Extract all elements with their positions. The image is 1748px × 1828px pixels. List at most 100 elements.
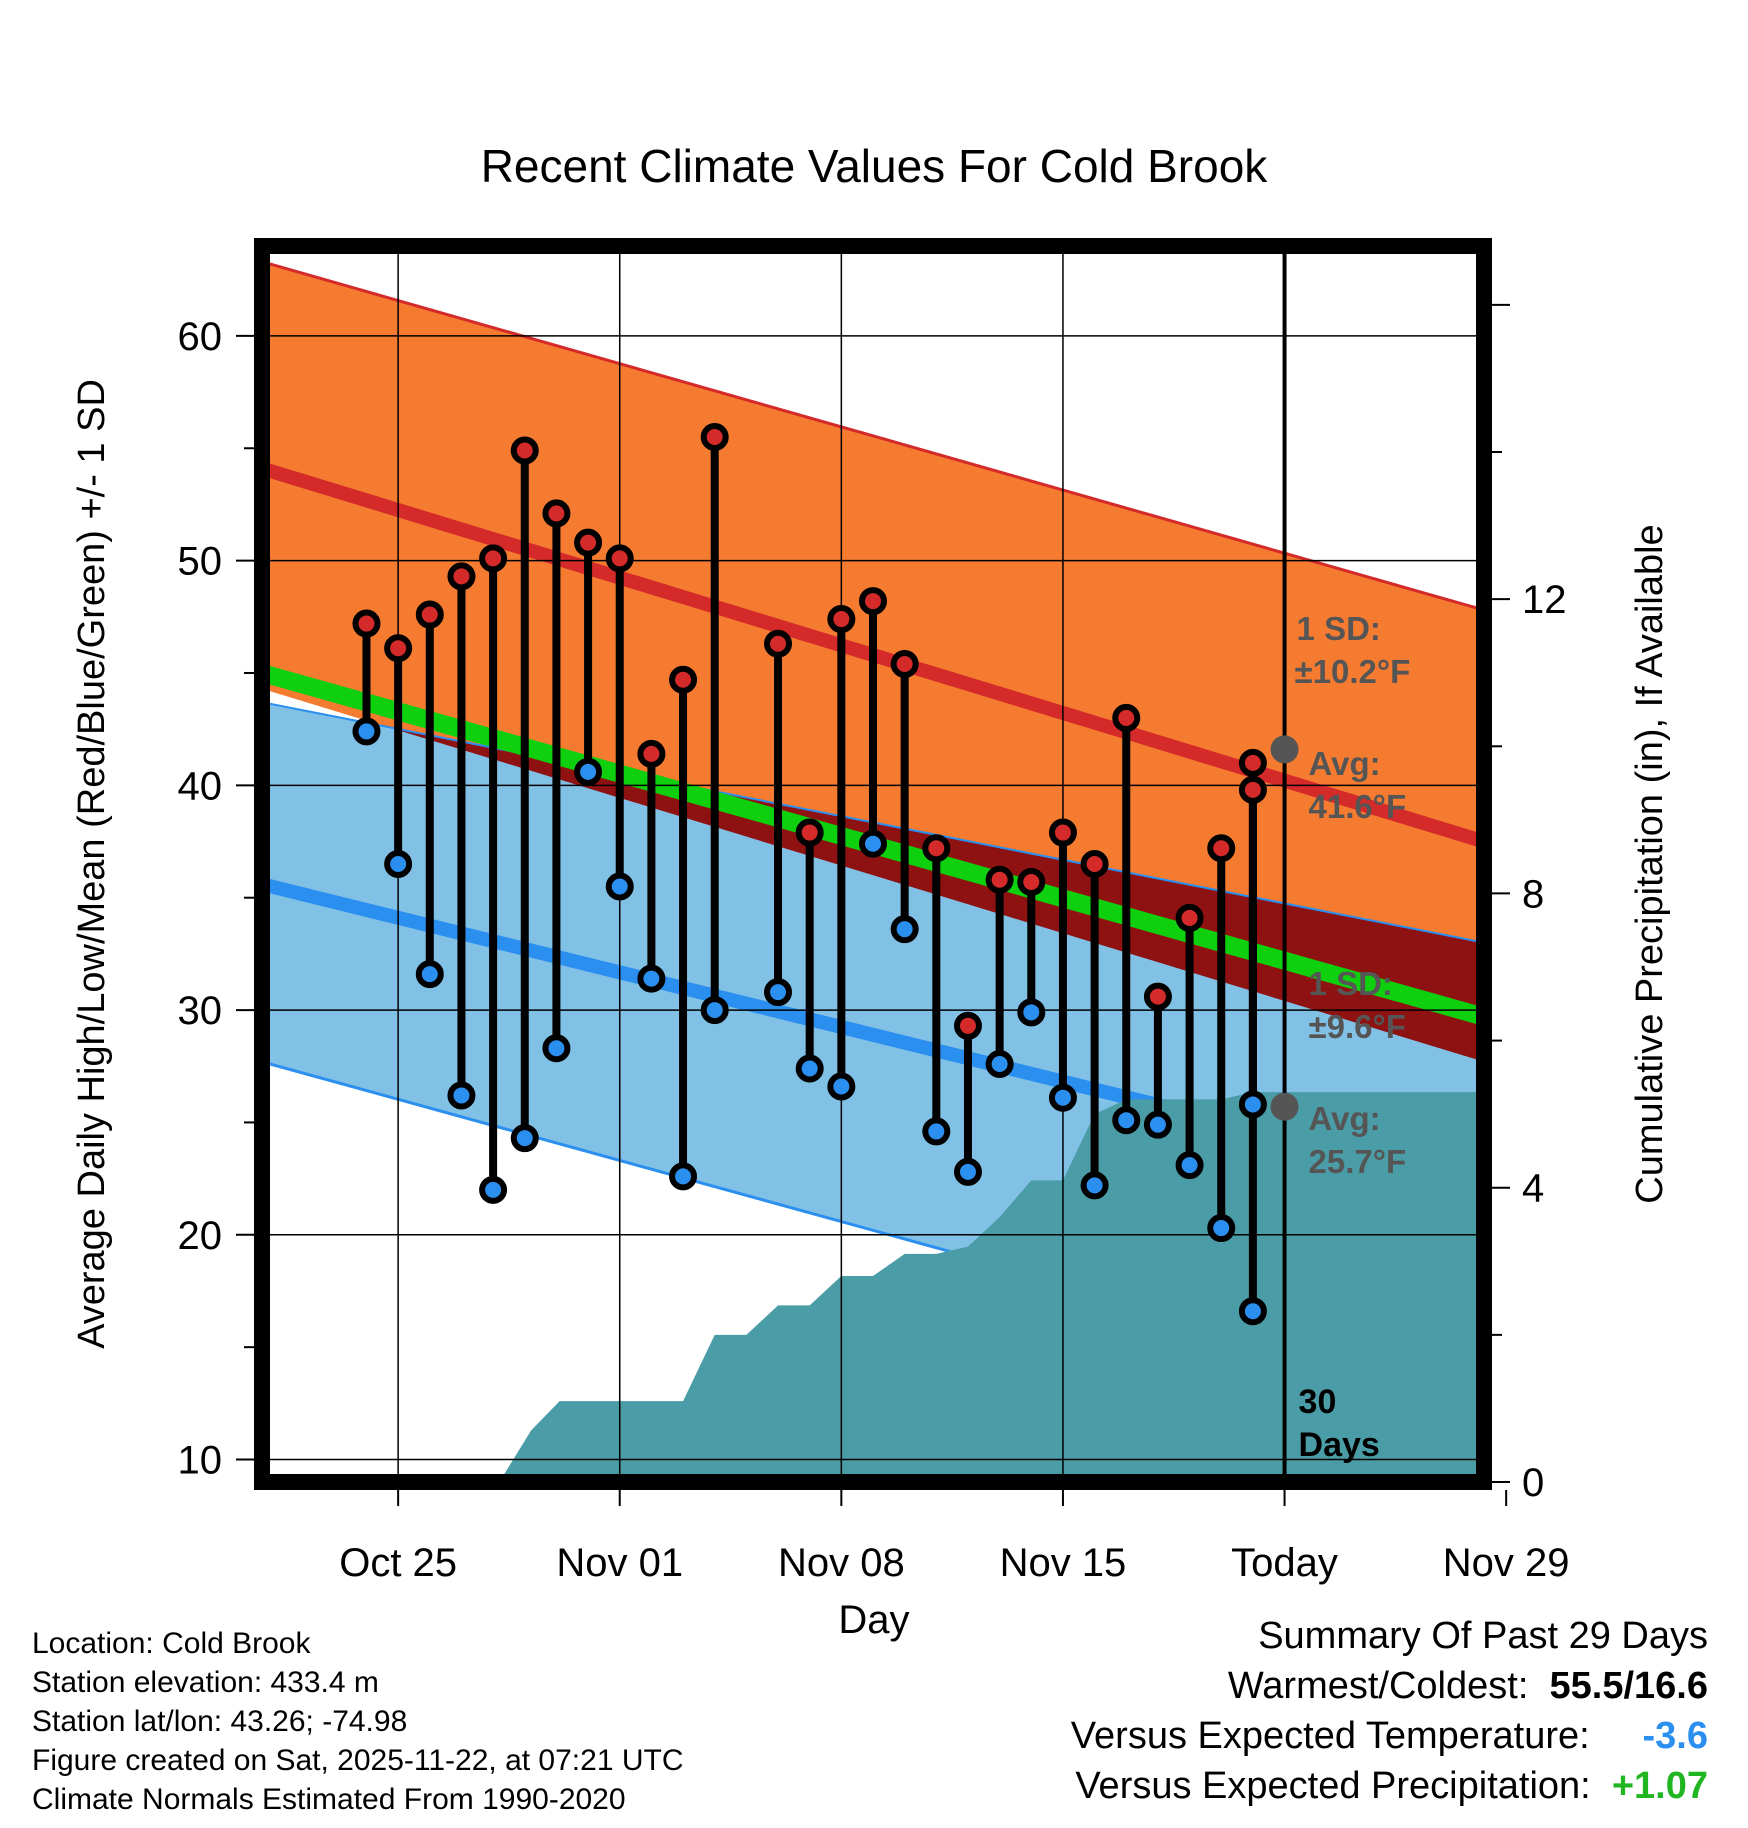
daily-high-point — [1238, 775, 1267, 804]
x-tick-label: Nov 01 — [556, 1541, 683, 1585]
x-tick-label: Nov 29 — [1443, 1541, 1570, 1585]
y-tick-label: 10 — [178, 1439, 223, 1483]
today-days-word: Days — [1299, 1426, 1380, 1464]
x-tick-label: Nov 08 — [778, 1541, 905, 1585]
daily-high-point — [859, 587, 887, 616]
daily-high-point — [447, 562, 476, 591]
y2-tick-label: 0 — [1522, 1461, 1544, 1505]
daily-low-point — [605, 872, 634, 901]
y-tick-label: 30 — [178, 989, 223, 1033]
daily-high-point — [669, 665, 698, 694]
summary-temp-label: Versus Expected Temperature: — [1070, 1715, 1590, 1757]
daily-high-point — [510, 436, 539, 465]
y-axis-title: Average Daily High/Low/Mean (Red/Blue/Gr… — [71, 379, 113, 1349]
daily-high-point — [1017, 867, 1046, 896]
footer-elevation: Station elevation: 433.4 m — [32, 1666, 379, 1699]
daily-low-point — [669, 1162, 698, 1191]
daily-low-point — [479, 1175, 508, 1204]
x-tick-label: Today — [1231, 1541, 1338, 1585]
daily-high-point — [1080, 850, 1109, 878]
summary-precip-value: +1.07 — [1611, 1765, 1708, 1807]
daily-low-point — [1017, 998, 1046, 1027]
low-sd-label: 1 SD: — [1309, 965, 1393, 1002]
daily-low-point — [1112, 1106, 1141, 1135]
daily-high-point — [827, 605, 856, 634]
summary-temp-row: Versus Expected Temperature: -3.6 — [1071, 1717, 1708, 1755]
x-axis-title: Day — [838, 1598, 909, 1642]
daily-high-point — [953, 1011, 982, 1040]
daily-low-point — [1143, 1110, 1172, 1139]
daily-high-point — [764, 629, 793, 658]
daily-low-point — [1175, 1151, 1204, 1180]
daily-high-point — [985, 865, 1014, 894]
daily-low-point — [890, 915, 919, 944]
today-days-number: 30 — [1299, 1383, 1337, 1421]
daily-low-point — [510, 1124, 539, 1153]
daily-low-point — [764, 978, 793, 1007]
precipitation-area — [499, 1092, 1484, 1482]
daily-high-point — [795, 818, 824, 847]
daily-low-point — [1207, 1214, 1236, 1243]
y2-tick-label: 8 — [1522, 872, 1544, 916]
chart-title: Recent Climate Values For Cold Brook — [481, 140, 1269, 192]
daily-high-point — [542, 499, 571, 528]
summary-warmest-label: Warmest/Coldest: — [1227, 1665, 1529, 1707]
plot-frame — [254, 238, 1492, 1490]
summary-temp-value: -3.6 — [1642, 1715, 1708, 1757]
daily-low-point — [795, 1054, 824, 1083]
daily-low-point — [415, 960, 444, 989]
daily-low-point — [1080, 1171, 1109, 1200]
high-avg-value: 41.6°F — [1309, 788, 1407, 825]
daily-low-point — [922, 1117, 951, 1146]
daily-high-point — [890, 649, 919, 678]
low-avg-value: 25.7°F — [1309, 1143, 1407, 1180]
overlap-band — [386, 726, 1484, 1062]
y-tick-label: 40 — [178, 764, 223, 808]
high-sd-label: 1 SD: — [1297, 610, 1381, 647]
summary-precip-row: Versus Expected Precipitation: +1.07 — [1075, 1767, 1708, 1805]
plot-area: 1 SD: ±10.2°F Avg: 41.6°F 1 SD: ±9.6°F Avg: 25.… — [262, 246, 1484, 1482]
summary-title: Summary Of Past 29 Days — [1258, 1615, 1708, 1657]
daily-low-point — [384, 850, 413, 878]
summary-precip-label: Versus Expected Precipitation: — [1075, 1765, 1591, 1807]
daily-high-point — [574, 528, 603, 557]
daily-high-point — [1207, 834, 1236, 863]
daily-low-point — [574, 757, 603, 786]
summary-warmest-value: 55.5/16.6 — [1549, 1665, 1708, 1707]
high-avg-label: Avg: — [1309, 745, 1381, 782]
summary-warmest-row: Warmest/Coldest: 55.5/16.6 — [1228, 1667, 1708, 1705]
daily-low-point — [542, 1034, 571, 1063]
daily-low-point — [700, 996, 729, 1025]
daily-high-point — [352, 609, 381, 638]
daily-low-point — [859, 829, 887, 858]
daily-low-point — [827, 1072, 856, 1101]
today-high-avg-marker — [1270, 735, 1299, 764]
daily-high-point — [384, 634, 413, 663]
daily-low-point — [447, 1081, 476, 1110]
daily-high-point — [637, 739, 666, 768]
footer-latlon: Station lat/lon: 43.26; -74.98 — [32, 1705, 408, 1738]
daily-high-point — [1048, 818, 1077, 847]
y2-tick-label: 4 — [1522, 1167, 1544, 1211]
daily-low-point — [985, 1050, 1014, 1079]
footer-location: Location: Cold Brook — [32, 1627, 311, 1660]
daily-high-point — [605, 544, 634, 573]
daily-high-point — [1112, 703, 1141, 732]
daily-high-point — [1143, 982, 1172, 1011]
y2-axis-title: Cumulative Precipitation (in), If Availa… — [1629, 524, 1671, 1203]
daily-low-point — [352, 717, 381, 746]
daily-low-point — [1238, 1297, 1267, 1326]
y-tick-label: 20 — [178, 1214, 223, 1258]
x-tick-label: Nov 15 — [1000, 1541, 1127, 1585]
footer-normals: Climate Normals Estimated From 1990-2020 — [32, 1783, 626, 1816]
daily-high-point — [479, 544, 508, 573]
y2-tick-label: 12 — [1522, 578, 1567, 622]
today-low-avg-marker — [1270, 1092, 1299, 1121]
daily-high-point — [922, 834, 951, 863]
daily-low-point — [1238, 1090, 1267, 1119]
high-upper-line — [262, 260, 1484, 612]
daily-high-point — [700, 423, 729, 452]
daily-high-point — [415, 600, 444, 629]
daily-high-point — [1238, 748, 1267, 777]
daily-low-point — [953, 1157, 982, 1186]
